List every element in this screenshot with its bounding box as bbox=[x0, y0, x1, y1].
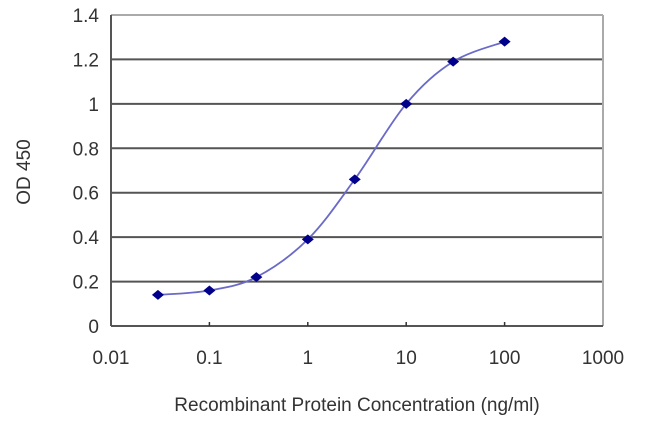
y-tick-label: 0.2 bbox=[73, 273, 99, 294]
plot-area bbox=[111, 15, 603, 326]
data-point-diamond bbox=[400, 98, 413, 109]
plot-frame bbox=[110, 14, 604, 327]
series-line bbox=[157, 40, 505, 296]
y-tick-label: 0.6 bbox=[73, 184, 99, 205]
x-tick-label: 10 bbox=[396, 348, 417, 369]
y-axis-tick-labels: 0 0.2 0.4 0.6 0.8 1 1.2 1.4 bbox=[73, 6, 100, 338]
data-point-diamond bbox=[498, 36, 511, 47]
x-tick-label: 1 bbox=[303, 348, 314, 369]
data-point-diamond bbox=[447, 56, 460, 67]
data-point-diamond bbox=[348, 174, 361, 185]
data-point-diamond bbox=[203, 285, 216, 296]
y-tick-label: 0.4 bbox=[73, 228, 100, 249]
x-axis-tick-labels: 0.01 0.1 1 10 100 1000 bbox=[93, 348, 625, 369]
y-gridlines bbox=[111, 58, 603, 283]
y-axis-title: OD 450 bbox=[14, 139, 35, 204]
x-axis-title: Recombinant Protein Concentration (ng/ml… bbox=[174, 395, 539, 416]
y-tick-label: 1.2 bbox=[73, 50, 99, 71]
x-tick-label: 0.01 bbox=[93, 348, 130, 369]
data-series bbox=[151, 36, 511, 300]
data-point-diamond bbox=[151, 289, 164, 300]
data-point-diamond bbox=[250, 272, 263, 283]
x-tick-label: 0.1 bbox=[196, 348, 222, 369]
y-tick-label: 1 bbox=[88, 95, 99, 116]
x-tick-label: 1000 bbox=[582, 348, 624, 369]
x-tick-label: 100 bbox=[489, 348, 521, 369]
y-tick-label: 1.4 bbox=[73, 6, 100, 27]
x-axis-ticks bbox=[208, 322, 506, 326]
data-point-diamond bbox=[301, 234, 314, 245]
y-tick-label: 0.8 bbox=[73, 139, 99, 160]
y-tick-label: 0 bbox=[88, 317, 99, 338]
